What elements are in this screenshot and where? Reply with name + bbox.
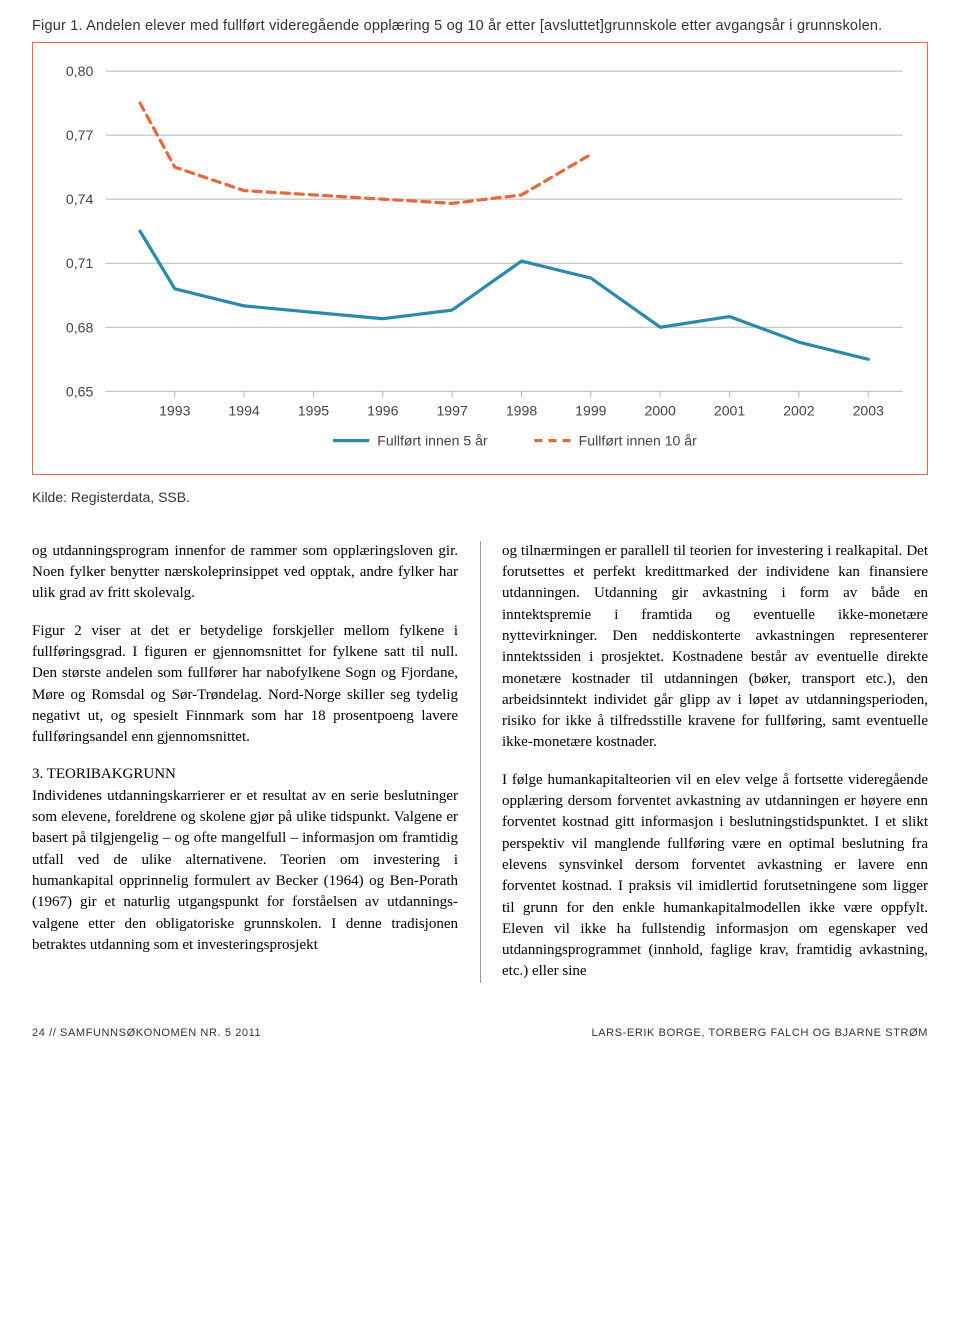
- svg-text:0,74: 0,74: [66, 191, 94, 207]
- svg-text:2002: 2002: [783, 402, 814, 418]
- svg-text:2003: 2003: [853, 402, 884, 418]
- svg-text:1995: 1995: [298, 402, 329, 418]
- right-column: og tilnærmingen er parallell til teorien…: [480, 541, 928, 983]
- left-column: og utdanningsprogram innenfor de rammer …: [32, 541, 480, 983]
- svg-text:0,68: 0,68: [66, 319, 94, 335]
- right-p2: I følge humankapitalteorien vil en elev …: [502, 770, 928, 983]
- svg-text:2000: 2000: [645, 402, 676, 418]
- svg-text:1998: 1998: [506, 402, 537, 418]
- left-p2: Figur 2 viser at det er betydelige forsk…: [32, 621, 458, 749]
- chart-box: 0,80 0,77 0,74 0,71 0,68 0,65 1993 1994 1995 1996…: [32, 42, 928, 475]
- figure-caption: Figur 1. Andelen elever med fullført vid…: [32, 18, 928, 34]
- svg-text:Fullført innen 10 år: Fullført innen 10 år: [579, 433, 697, 449]
- footer-right: LARS-ERIK BORGE, TORBERG FALCH OG BJARNE…: [592, 1027, 928, 1039]
- svg-text:Fullført innen 5 år: Fullført innen 5 år: [377, 433, 488, 449]
- svg-text:0,80: 0,80: [66, 63, 94, 79]
- text-columns: og utdanningsprogram innenfor de rammer …: [32, 541, 928, 983]
- svg-text:0,65: 0,65: [66, 383, 94, 399]
- figure-source: Kilde: Registerdata, SSB.: [32, 489, 928, 505]
- footer-left: 24 // SAMFUNNSØKONOMEN NR. 5 2011: [32, 1027, 261, 1039]
- svg-text:1997: 1997: [436, 402, 467, 418]
- svg-text:1999: 1999: [575, 402, 606, 418]
- line-chart: 0,80 0,77 0,74 0,71 0,68 0,65 1993 1994 1995 1996…: [47, 61, 913, 464]
- svg-text:0,77: 0,77: [66, 127, 94, 143]
- svg-text:1993: 1993: [159, 402, 190, 418]
- left-p1: og utdanningsprogram innenfor de rammer …: [32, 541, 458, 605]
- page-footer: 24 // SAMFUNNSØKONOMEN NR. 5 2011 LARS-E…: [32, 1027, 928, 1039]
- right-p1: og tilnærmingen er parallell til teorien…: [502, 541, 928, 754]
- svg-text:0,71: 0,71: [66, 255, 94, 271]
- left-p3: 3. TEORIBAKGRUNNIndividenes utdanningska…: [32, 764, 458, 956]
- svg-text:2001: 2001: [714, 402, 745, 418]
- column-divider: [480, 541, 481, 983]
- svg-text:1994: 1994: [228, 402, 259, 418]
- svg-text:1996: 1996: [367, 402, 398, 418]
